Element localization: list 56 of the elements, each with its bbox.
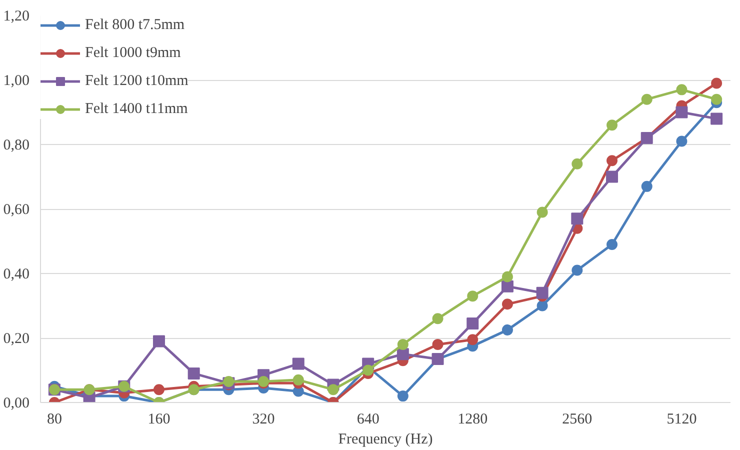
point <box>676 136 688 147</box>
legend-label: Felt 800 t7.5mm <box>85 16 185 34</box>
point <box>606 120 618 131</box>
point <box>328 384 339 396</box>
point <box>502 324 513 336</box>
point <box>606 155 618 166</box>
point <box>711 94 722 105</box>
point <box>641 94 652 105</box>
point <box>432 338 444 350</box>
legend-label: Felt 1400 t11mm <box>85 100 188 118</box>
point <box>467 290 478 302</box>
point <box>502 298 513 310</box>
point <box>397 390 408 402</box>
point <box>572 158 583 170</box>
x-tick-label: 640 <box>356 412 380 428</box>
y-tick-label: 0,80 <box>3 138 30 154</box>
y-tick-label: 0,60 <box>3 202 30 218</box>
point <box>606 170 618 183</box>
point <box>710 112 723 125</box>
point <box>606 238 618 250</box>
point <box>572 264 583 276</box>
point <box>501 280 514 292</box>
point <box>571 212 584 225</box>
legend-label: Felt 1000 t9mm <box>85 44 181 62</box>
point <box>397 338 408 350</box>
x-tick-label: 2560 <box>562 412 592 428</box>
x-tick-label: 1280 <box>458 412 488 428</box>
point <box>188 367 200 380</box>
point <box>466 317 479 330</box>
x-tick-label: 5120 <box>666 412 697 428</box>
y-tick-label: 0,40 <box>3 266 30 282</box>
point <box>641 180 652 192</box>
point <box>396 348 409 360</box>
x-tick-label: 320 <box>252 412 275 428</box>
point <box>292 358 304 370</box>
point <box>362 364 374 376</box>
x-tick-label: 160 <box>148 412 170 428</box>
y-tick-label: 0,00 <box>3 396 30 412</box>
point <box>536 300 548 312</box>
legend-label: Felt 1200 t10mm <box>85 72 188 90</box>
point <box>536 206 548 218</box>
point <box>467 334 478 346</box>
point <box>292 374 304 386</box>
point <box>153 384 164 396</box>
y-tick-label: 0,20 <box>3 331 30 347</box>
point <box>536 286 548 299</box>
x-tick-label: 80 <box>46 412 62 428</box>
x-axis-title: Frequency (Hz) <box>338 432 433 448</box>
point <box>502 271 513 282</box>
point <box>676 84 688 96</box>
point <box>711 78 722 89</box>
y-tick-label: 1,00 <box>3 73 30 89</box>
point <box>152 335 165 348</box>
point <box>432 313 444 324</box>
y-tick-label: 1,20 <box>3 8 30 24</box>
point <box>676 106 688 118</box>
